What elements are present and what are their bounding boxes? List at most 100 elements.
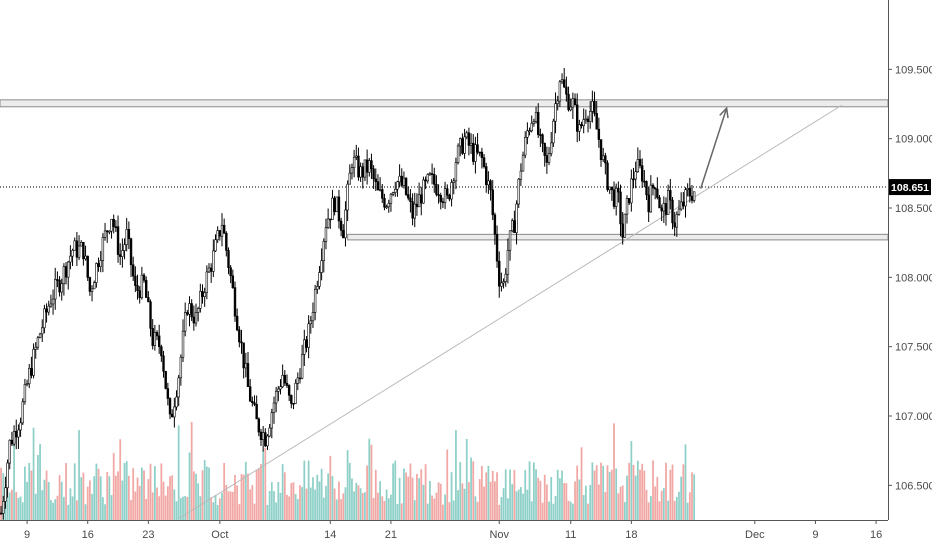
candle-body — [205, 271, 209, 293]
candle-body — [307, 323, 310, 348]
volume-bar — [530, 501, 533, 520]
candle-body — [175, 396, 178, 408]
volume-bar — [195, 473, 197, 520]
candle-body — [575, 104, 579, 132]
candle-body — [591, 100, 594, 112]
candle-body — [58, 279, 61, 293]
volume-bar — [494, 481, 496, 520]
candle-body — [305, 339, 308, 348]
candle-body — [614, 187, 618, 207]
volume-bar — [262, 450, 265, 520]
candle-body — [439, 195, 442, 202]
candle-body — [519, 170, 523, 180]
volume-bar — [58, 475, 61, 520]
volume-bar — [426, 503, 429, 520]
candle-body — [498, 260, 501, 287]
volume-bar — [164, 495, 167, 520]
volume-bar — [623, 501, 626, 520]
volume-bar — [242, 474, 245, 520]
candle-body — [595, 113, 598, 130]
volume-bar — [593, 470, 596, 520]
candle-body — [214, 239, 217, 252]
candle-body — [640, 165, 644, 182]
volume-bar — [533, 462, 535, 520]
candle-body — [324, 227, 328, 242]
candle-body — [666, 190, 670, 215]
volume-bar — [652, 460, 654, 520]
volume-bar — [140, 467, 143, 520]
volume-bar — [476, 501, 479, 520]
volume-bar — [24, 466, 26, 520]
volume-bar — [322, 497, 325, 520]
candle-body — [151, 328, 154, 346]
candle-body — [125, 229, 128, 245]
volume-bar — [143, 470, 145, 520]
candle-body — [67, 261, 70, 278]
candle-body — [0, 512, 3, 515]
candle-body — [621, 223, 624, 238]
candle-body — [417, 194, 421, 208]
candle-body — [285, 382, 289, 386]
candle-body — [170, 413, 174, 418]
candle-body — [684, 189, 687, 207]
volume-bar — [439, 483, 442, 520]
trendline — [178, 104, 842, 520]
candle-body — [489, 180, 492, 191]
volume-bar — [158, 496, 161, 520]
volume-bar — [457, 490, 459, 520]
candle-body — [344, 209, 347, 239]
volume-bar — [292, 482, 295, 520]
candle-body — [164, 370, 167, 389]
candle-body — [155, 332, 159, 337]
candle-body — [385, 206, 388, 209]
volume-bar — [305, 488, 308, 520]
candle-body — [222, 224, 226, 234]
volume-bar — [318, 481, 321, 520]
volume-bar — [244, 461, 247, 520]
candle-body — [303, 339, 306, 355]
candle-body — [103, 230, 107, 238]
candle-body — [88, 277, 92, 292]
volume-bar — [301, 487, 304, 520]
volume-bar — [584, 485, 587, 520]
volume-bar — [429, 480, 431, 520]
candle-body — [378, 189, 382, 191]
time-tick-label: 9 — [812, 529, 818, 541]
candle-body — [335, 196, 338, 213]
volume-bar — [541, 502, 544, 520]
volume-bar — [236, 485, 239, 520]
volume-bar — [636, 460, 639, 520]
candle-body — [30, 368, 33, 376]
volume-bar — [654, 486, 657, 520]
volume-bar — [374, 469, 377, 520]
candle-body — [90, 288, 94, 292]
volume-bar — [225, 484, 228, 520]
volume-bar — [483, 486, 485, 520]
volume-bar — [392, 463, 394, 520]
volume-bar — [277, 482, 280, 520]
candle-body — [638, 159, 642, 166]
candle-body — [433, 174, 436, 185]
candle-body — [465, 132, 468, 138]
volume-bar — [403, 468, 405, 520]
volume-bar — [688, 492, 691, 520]
candle-body — [601, 155, 605, 160]
candle-body — [459, 138, 462, 147]
candle-body — [259, 431, 263, 441]
candle-body — [539, 134, 542, 136]
volume-bar — [504, 469, 507, 520]
candle-body — [337, 196, 341, 222]
volume-bar — [73, 463, 76, 520]
candle-body — [220, 224, 224, 237]
candle-body — [634, 171, 637, 180]
volume-bar — [552, 503, 555, 520]
candle-body — [21, 401, 24, 424]
candle-body — [277, 388, 280, 392]
time-tick-label: 14 — [324, 529, 336, 541]
candle-body — [268, 427, 271, 437]
candle-body — [71, 249, 74, 257]
volume-bar — [474, 496, 477, 520]
candle-body — [409, 197, 412, 202]
